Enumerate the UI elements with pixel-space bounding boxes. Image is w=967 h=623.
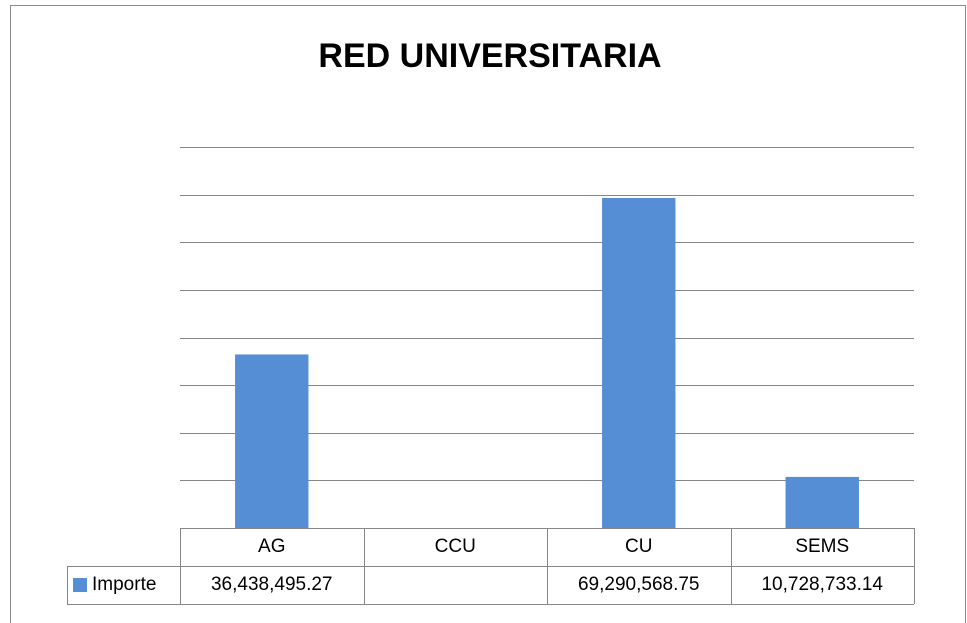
data-table-value: 10,728,733.14	[761, 574, 883, 595]
chart-title: RED UNIVERSITARIA	[318, 37, 661, 75]
bar	[602, 198, 676, 528]
legend-label: Importe	[92, 574, 156, 595]
legend-swatch	[73, 578, 87, 592]
x-tick-label: CU	[625, 536, 652, 557]
data-table-value: 69,290,568.75	[578, 574, 700, 595]
chart-border	[10, 5, 966, 623]
data-table-value: 36,438,495.27	[211, 574, 333, 595]
x-tick-label: CCU	[435, 536, 476, 557]
bar	[235, 354, 309, 528]
x-tick-label: AG	[258, 536, 285, 557]
bar	[785, 476, 859, 528]
x-tick-label: SEMS	[795, 536, 849, 557]
